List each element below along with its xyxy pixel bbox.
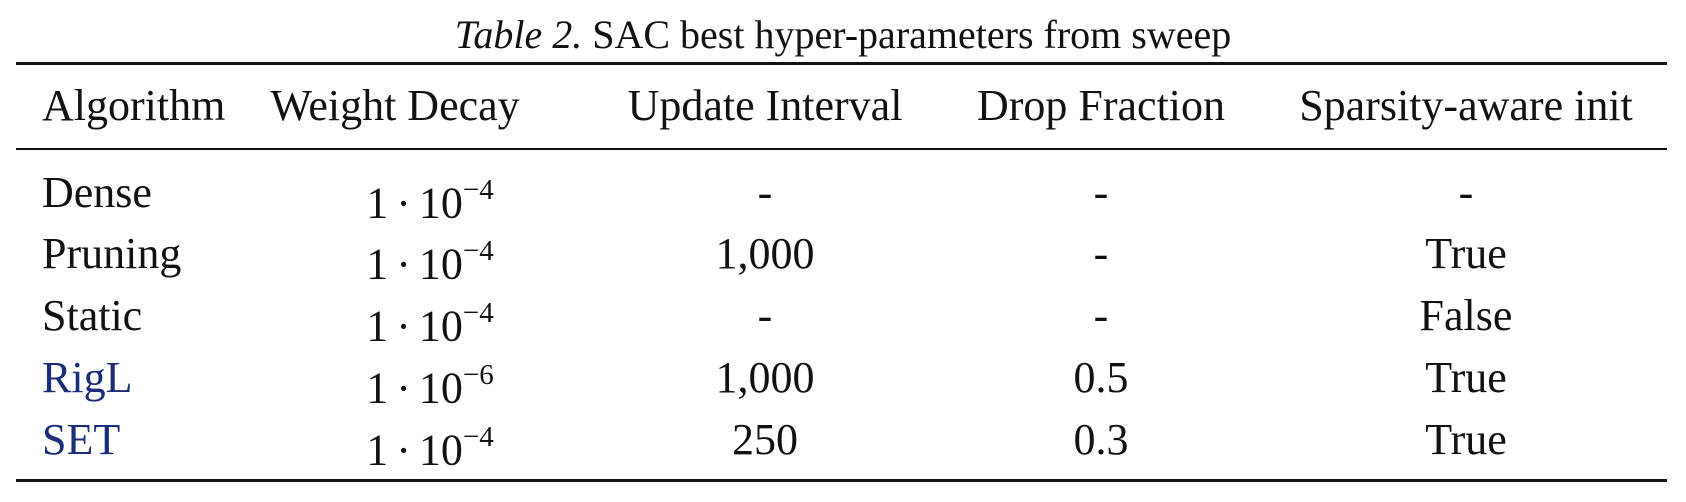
table-top-rule — [16, 62, 1667, 65]
cell-drop-fraction: - — [1093, 168, 1109, 217]
table-bottom-rule — [16, 479, 1667, 482]
weight-decay-base: 10 — [418, 363, 463, 413]
cell-sparsity-aware-init: False — [1419, 291, 1513, 340]
weight-decay-mantissa: 1 — [366, 239, 389, 289]
cell-weight-decay: 1 · 10−4 — [366, 286, 494, 351]
weight-decay-base: 10 — [418, 301, 463, 351]
weight-decay-mantissa: 1 — [366, 301, 389, 351]
weight-decay-base: 10 — [418, 178, 463, 228]
cell-update-interval: 250 — [732, 415, 798, 464]
weight-decay-exponent: −4 — [462, 174, 494, 206]
multiplication-dot: · — [396, 178, 411, 228]
cell-sparsity-aware-init: - — [1458, 168, 1474, 217]
cell-drop-fraction: 0.5 — [1073, 353, 1129, 402]
header-drop-fraction: Drop Fraction — [976, 81, 1226, 130]
cell-drop-fraction: - — [1093, 229, 1109, 278]
table-caption-text: SAC best hyper-parameters from sweep — [592, 12, 1232, 57]
cell-sparsity-aware-init: True — [1425, 353, 1507, 402]
weight-decay-mantissa: 1 — [366, 425, 389, 475]
cell-update-interval: 1,000 — [715, 229, 815, 278]
table-caption: Table 2. SAC best hyper-parameters from … — [0, 10, 1686, 60]
weight-decay-mantissa: 1 — [366, 178, 389, 228]
cell-drop-fraction: - — [1093, 291, 1109, 340]
cell-algorithm[interactable]: RigL — [42, 353, 133, 402]
weight-decay-exponent: −4 — [462, 235, 494, 267]
multiplication-dot: · — [396, 425, 411, 475]
weight-decay-mantissa: 1 — [366, 363, 389, 413]
weight-decay-exponent: −6 — [462, 359, 494, 391]
multiplication-dot: · — [396, 363, 411, 413]
multiplication-dot: · — [396, 301, 411, 351]
cell-sparsity-aware-init: True — [1425, 229, 1507, 278]
cell-algorithm: Dense — [42, 168, 152, 217]
cell-update-interval: 1,000 — [715, 353, 815, 402]
cell-weight-decay: 1 · 10−4 — [366, 410, 494, 475]
cell-update-interval: - — [757, 291, 773, 340]
cell-algorithm: Static — [42, 291, 143, 340]
cell-algorithm[interactable]: SET — [42, 415, 121, 464]
cell-weight-decay: 1 · 10−4 — [366, 224, 494, 289]
cell-algorithm: Pruning — [42, 229, 182, 278]
weight-decay-base: 10 — [418, 425, 463, 475]
cell-drop-fraction: 0.3 — [1073, 415, 1129, 464]
header-weight-decay: Weight Decay — [270, 81, 520, 130]
header-sparsity-aware-init: Sparsity-aware init — [1299, 81, 1633, 130]
table-header-rule — [16, 148, 1667, 150]
cell-weight-decay: 1 · 10−4 — [366, 163, 494, 228]
weight-decay-base: 10 — [418, 239, 463, 289]
header-update-interval: Update Interval — [627, 81, 903, 130]
cell-update-interval: - — [757, 168, 773, 217]
weight-decay-exponent: −4 — [462, 297, 494, 329]
cell-sparsity-aware-init: True — [1425, 415, 1507, 464]
weight-decay-exponent: −4 — [462, 421, 494, 453]
multiplication-dot: · — [396, 239, 411, 289]
table-caption-label: Table 2. — [454, 12, 583, 57]
header-algorithm: Algorithm — [42, 81, 226, 130]
cell-weight-decay: 1 · 10−6 — [366, 348, 494, 413]
